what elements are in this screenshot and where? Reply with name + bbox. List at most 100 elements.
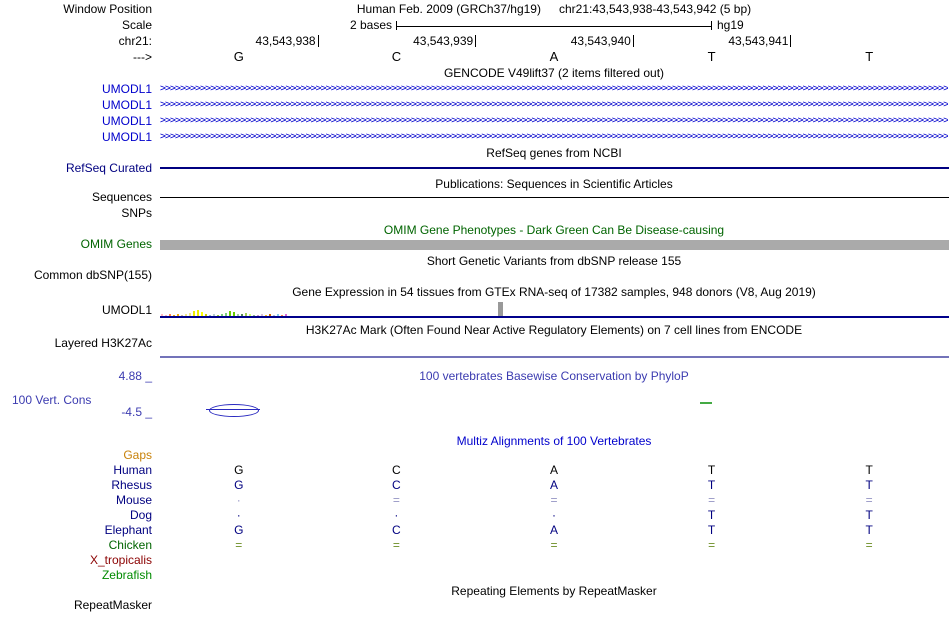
gtex-bar[interactable] [209,315,211,316]
alignment-cell: T [707,478,716,492]
gtex-bar[interactable] [201,312,203,316]
track-title-row-multiz: Multiz Alignments of 100 Vertebrates [0,434,950,449]
gtex-track-line[interactable] [160,316,949,318]
gene-row[interactable]: UMODL1 >>>>>>>>>>>>>>>>>>>>>>>>>>>>>>>>>>… [0,97,950,113]
gtex-bar[interactable] [265,315,267,316]
alignment-cell: = [708,493,716,507]
species-label[interactable]: Chicken [108,538,152,552]
species-label[interactable]: Mouse [115,493,152,507]
gtex-position-marker[interactable] [498,302,503,316]
refseq-track-line[interactable] [160,167,949,169]
h3k27ac-line[interactable] [160,356,949,358]
gtex-bar[interactable] [257,315,259,316]
coordinate-tick [317,35,319,47]
track-title-row-dbsnp: Short Genetic Variants from dbSNP releas… [0,254,950,269]
alignment-cell: T [865,523,873,537]
h3k27ac-label-row: Layered H3K27Ac [0,336,950,351]
gene-row[interactable]: UMODL1 >>>>>>>>>>>>>>>>>>>>>>>>>>>>>>>>>>… [0,129,950,145]
gtex-bar[interactable] [249,314,251,316]
repeatmasker-label[interactable]: RepeatMasker [73,598,152,612]
gtex-bar[interactable] [189,313,191,316]
species-label[interactable]: Rhesus [111,478,152,492]
gene-arrow-line[interactable]: >>>>>>>>>>>>>>>>>>>>>>>>>>>>>>>>>>>>>>>>… [160,83,948,94]
refseq-curated-row: RefSeq Curated [0,161,950,176]
common-dbsnp-label[interactable]: Common dbSNP(155) [33,268,152,282]
conservation-label[interactable]: 100 Vert. Cons [12,393,92,407]
assembly-short-label: hg19 [717,18,744,32]
alignment-cell: C [392,463,401,477]
gene-arrow-line[interactable]: >>>>>>>>>>>>>>>>>>>>>>>>>>>>>>>>>>>>>>>>… [160,115,948,126]
base-letter: T [865,49,874,64]
gtex-bar[interactable] [221,314,223,316]
gtex-bar[interactable] [253,315,255,316]
species-label[interactable]: Zebrafish [101,568,152,582]
species-label[interactable]: Gaps [123,448,152,462]
gene-label[interactable]: UMODL1 [101,98,152,112]
conservation-track-title: 100 vertebrates Basewise Conservation by… [419,369,689,383]
gtex-bar[interactable] [285,314,287,316]
alignment-cell: C [392,523,401,537]
assembly-text: Human Feb. 2009 (GRCh37/hg19) [356,2,541,16]
gtex-bar[interactable] [233,312,235,316]
omim-genes-label[interactable]: OMIM Genes [80,237,152,251]
gtex-bar[interactable] [281,315,283,316]
scale-row: Scale 2 bases hg19 [0,18,950,33]
gtex-bar[interactable] [161,314,163,316]
gtex-bar[interactable] [181,315,183,316]
gtex-bar[interactable] [277,314,279,316]
species-label[interactable]: Elephant [104,523,152,537]
gtex-bar[interactable] [237,314,239,316]
gtex-bar[interactable] [269,314,271,316]
gene-label[interactable]: UMODL1 [101,82,152,96]
omim-track-bar[interactable] [160,240,949,250]
snps-label[interactable]: SNPs [121,206,152,220]
gene-label[interactable]: UMODL1 [101,114,152,128]
gene-arrow-line[interactable]: >>>>>>>>>>>>>>>>>>>>>>>>>>>>>>>>>>>>>>>>… [160,99,948,110]
coordinate-tick [790,35,792,47]
gtex-bar[interactable] [197,310,199,316]
alignment-cell: T [865,463,873,477]
sequences-label[interactable]: Sequences [91,190,152,204]
conservation-green-mark [700,402,712,404]
gtex-bar[interactable] [173,315,175,316]
gtex-bar[interactable] [205,314,207,316]
gtex-bar[interactable] [229,311,231,316]
gtex-bar[interactable] [213,314,215,316]
gtex-bar[interactable] [177,314,179,316]
species-label[interactable]: Human [113,463,152,477]
gtex-bar[interactable] [261,314,263,316]
refseq-curated-label[interactable]: RefSeq Curated [65,161,152,175]
gtex-bar[interactable] [185,314,187,316]
gtex-bar[interactable] [193,311,195,316]
base-letter: C [391,49,402,64]
gtex-bar[interactable] [241,314,243,316]
gene-arrow-line[interactable]: >>>>>>>>>>>>>>>>>>>>>>>>>>>>>>>>>>>>>>>>… [160,131,948,142]
gtex-bar[interactable] [165,315,167,316]
alignment-cell: T [865,478,873,492]
conservation-top-row: 4.88 _ 100 vertebrates Basewise Conserva… [0,369,950,384]
alignment-cell: · [394,508,399,522]
gene-row[interactable]: UMODL1 >>>>>>>>>>>>>>>>>>>>>>>>>>>>>>>>>>… [0,113,950,129]
gtex-bar[interactable] [169,314,171,316]
gtex-bar[interactable] [225,313,227,316]
species-label[interactable]: Dog [129,508,152,522]
h3k27ac-label[interactable]: Layered H3K27Ac [54,336,152,350]
gtex-bar[interactable] [273,315,275,316]
multiz-row: Mouse · = = = = [0,493,950,508]
gtex-bar[interactable] [217,315,219,316]
scale-label: Scale [121,18,152,32]
conservation-min-label: -4.5 _ [121,405,152,419]
base-letter: A [549,49,559,64]
track-title-row-gtex: Gene Expression in 54 tissues from GTEx … [0,285,950,300]
alignment-cell: A [549,478,559,492]
gene-label[interactable]: UMODL1 [101,130,152,144]
gtex-bar[interactable] [245,313,247,316]
sequences-track-line[interactable] [160,197,949,198]
alignment-cell: T [707,523,716,537]
gene-row[interactable]: UMODL1 >>>>>>>>>>>>>>>>>>>>>>>>>>>>>>>>>>… [0,81,950,97]
species-label[interactable]: X_tropicalis [89,553,152,567]
gtex-gene-label[interactable]: UMODL1 [101,303,152,317]
alignment-cell: = [865,493,873,507]
conservation-max-label: 4.88 _ [118,369,152,383]
gtex-gene-row: UMODL1 [0,303,950,318]
